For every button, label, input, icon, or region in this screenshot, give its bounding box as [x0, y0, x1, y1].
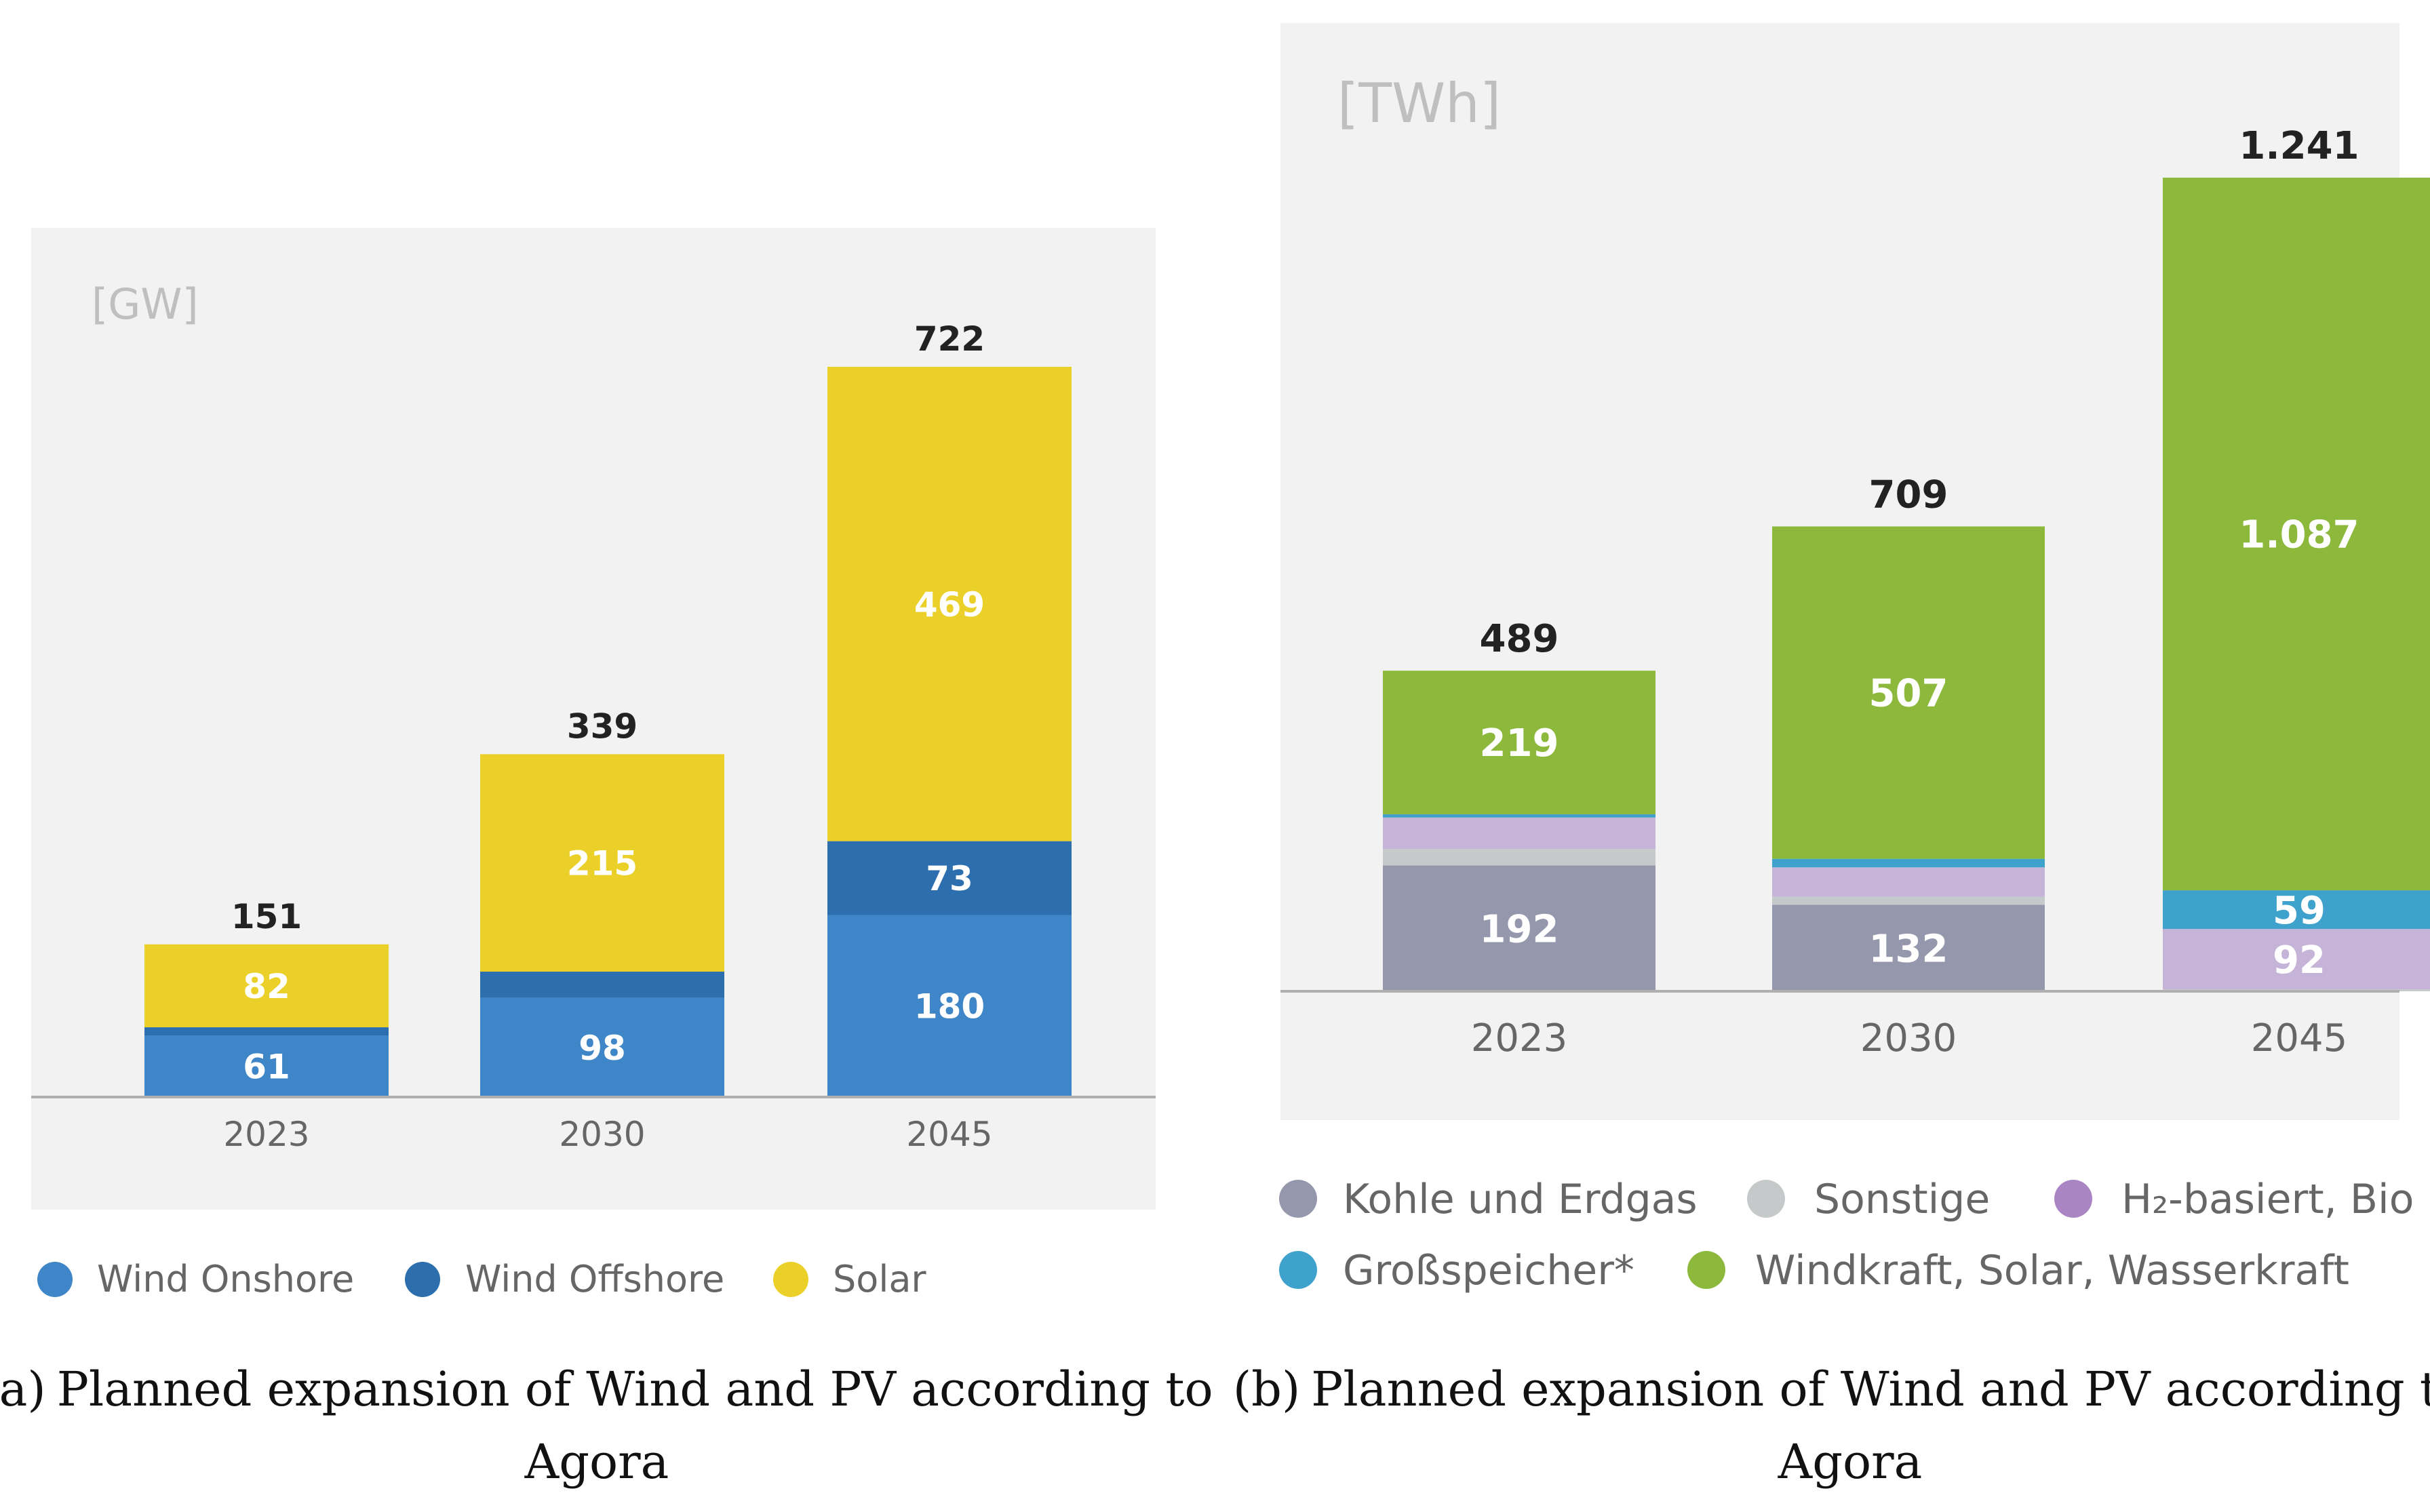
- data-label-windkraft-solar-wasserkraft-2045: 1.087: [2239, 513, 2359, 557]
- bar-segment-solar-2045: [827, 367, 1072, 841]
- legend-item-windkraft-solar-wasserkraft: Windkraft, Solar, Wasserkraft: [1687, 1247, 2349, 1294]
- total-label-2030: 709: [1869, 473, 1948, 517]
- caption-a-prefix: (a): [0, 1361, 46, 1417]
- bar-segment-gro-speicher-2023: [1383, 814, 1655, 818]
- caption-b: (b) Planned expansion of Wind and PV acco…: [1233, 1361, 2430, 1490]
- bar-segment-sonstige-2030: [1772, 896, 2045, 905]
- chart-b: [TWh] 192 219 489 132 507 709 92 59 1.087 1.241 2…: [1280, 23, 2430, 1120]
- caption-b-line1: (b) Planned expansion of Wind and PV acco…: [1233, 1361, 2430, 1417]
- caption-a-text: Planned expansion of Wind and PV accordi…: [57, 1361, 1213, 1417]
- legend-item-wind-offshore: Wind Offshore: [405, 1258, 724, 1300]
- caption-b-text: Planned expansion of Wind and PV accordi…: [1311, 1361, 2430, 1417]
- legend-label: Wind Onshore: [97, 1258, 354, 1300]
- data-label-windkraft-solar-wasserkraft-2023: 219: [1480, 721, 1559, 765]
- chart-b-x-tick: 2030: [1860, 1016, 1957, 1060]
- data-label-kohle-und-erdgas-2030: 132: [1869, 927, 1948, 971]
- legend-swatch: [1747, 1180, 1785, 1218]
- data-label-windkraft-solar-wasserkraft-2030: 507: [1869, 672, 1948, 716]
- legend-swatch: [1687, 1251, 1725, 1289]
- legend-item-grossspeicher: Großspeicher*: [1279, 1247, 1634, 1294]
- bar-segment-solar-2023: [144, 944, 389, 1028]
- bar-segment-kohle-und-erdgas-2030: [1772, 904, 2045, 991]
- legend-swatch: [1279, 1251, 1317, 1289]
- total-label-2030: 339: [567, 707, 638, 746]
- legend-label: Solar: [833, 1258, 926, 1300]
- bar-segment-h-basiert-bio-2030: [1772, 867, 2045, 897]
- bar-segment-windkraft-solar-wasserkraft-2023: [1383, 671, 1655, 814]
- bar-segment-wind-offshore-2030: [480, 972, 724, 998]
- chart-b-legend: Kohle und Erdgas Sonstige H₂-basiert, Bi…: [1279, 1176, 2414, 1294]
- bar-segment-wind-onshore-2045: [827, 915, 1072, 1097]
- data-label-solar-2023: 82: [243, 967, 290, 1006]
- chart-a-bars: 61 82 151 98 215 339 180 73 469 722: [144, 319, 1072, 1097]
- chart-a-unit-label: [GW]: [92, 279, 199, 329]
- data-label-gro-speicher-2045: 59: [2273, 889, 2326, 933]
- data-label-kohle-und-erdgas-2023: 192: [1480, 907, 1559, 951]
- chart-b-x-tick: 2045: [2251, 1016, 2348, 1060]
- total-label-2023: 151: [231, 897, 302, 936]
- bar-segment-windkraft-solar-wasserkraft-2030: [1772, 526, 2045, 859]
- bar-segment-windkraft-solar-wasserkraft-2045: [2163, 178, 2430, 891]
- total-label-2045: 1.241: [2239, 124, 2359, 168]
- legend-item-sonstige: Sonstige: [1747, 1176, 1990, 1223]
- legend-swatch: [1279, 1180, 1317, 1218]
- legend-item-solar: Solar: [773, 1258, 926, 1300]
- legend-label: Wind Offshore: [465, 1258, 724, 1300]
- bar-segment-kohle-und-erdgas-2023: [1383, 865, 1655, 991]
- bar-segment-solar-2030: [480, 754, 724, 972]
- chart-b-unit-label: [TWh]: [1337, 72, 1501, 135]
- bar-segment-wind-onshore-2030: [480, 997, 724, 1097]
- data-label-solar-2030: 215: [567, 844, 638, 883]
- legend-label: Großspeicher*: [1343, 1247, 1634, 1294]
- chart-b-bars: 192 219 489 132 507 709 92 59 1.087 1.241: [1383, 124, 2430, 991]
- data-label-wind-onshore-2023: 61: [243, 1048, 290, 1087]
- chart-a-legend: Wind Onshore Wind Offshore Solar: [37, 1258, 926, 1300]
- legend-label: Windkraft, Solar, Wasserkraft: [1755, 1247, 2349, 1294]
- legend-label: H₂-basiert, Bio: [2121, 1176, 2414, 1223]
- chart-a: [GW] 61 82 151 98 215 339 180 73 469 722 2023 203…: [31, 228, 1156, 1210]
- bar-segment-gro-speicher-2045: [2163, 890, 2430, 930]
- legend-label: Kohle und Erdgas: [1343, 1176, 1698, 1223]
- caption-a-line1: (a)Planned expansion of Wind and PV acco…: [0, 1361, 1213, 1417]
- caption-b-line2: Agora: [1778, 1434, 1923, 1490]
- data-label-solar-2045: 469: [914, 585, 985, 624]
- bar-segment-wind-onshore-2023: [144, 1035, 389, 1097]
- chart-a-x-tick: 2030: [559, 1115, 645, 1154]
- chart-a-x-tick: 2023: [223, 1115, 309, 1154]
- bar-segment-wind-offshore-2023: [144, 1027, 389, 1036]
- chart-a-x-tick: 2045: [906, 1115, 992, 1154]
- total-label-2023: 489: [1480, 617, 1559, 661]
- bar-segment-sonstige-2023: [1383, 849, 1655, 866]
- legend-swatch: [405, 1262, 440, 1297]
- data-label-wind-onshore-2045: 180: [914, 987, 985, 1027]
- legend-label: Sonstige: [1814, 1176, 1990, 1223]
- bar-segment-h-basiert-bio-2023: [1383, 817, 1655, 850]
- total-label-2045: 722: [914, 319, 985, 359]
- caption-a-line2: Agora: [524, 1434, 669, 1490]
- bar-segment-h-basiert-bio-2045: [2163, 929, 2430, 990]
- bar-segment-wind-offshore-2045: [827, 841, 1072, 915]
- legend-item-h2-basiert-bio: H₂-basiert, Bio: [2054, 1176, 2414, 1223]
- legend-item-wind-onshore: Wind Onshore: [37, 1258, 354, 1300]
- data-label-h-basiert-bio-2045: 92: [2273, 938, 2326, 982]
- chart-b-x-tick: 2023: [1471, 1016, 1568, 1060]
- caption-a: (a)Planned expansion of Wind and PV acco…: [0, 1361, 1213, 1490]
- data-label-wind-offshore-2045: 73: [926, 859, 973, 898]
- bar-segment-gro-speicher-2030: [1772, 858, 2045, 868]
- legend-swatch: [37, 1262, 73, 1297]
- caption-b-prefix: (b): [1233, 1361, 1300, 1417]
- legend-swatch: [2054, 1180, 2092, 1218]
- legend-item-kohle-und-erdgas: Kohle und Erdgas: [1279, 1176, 1698, 1223]
- data-label-wind-onshore-2030: 98: [579, 1029, 626, 1068]
- legend-swatch: [773, 1262, 808, 1297]
